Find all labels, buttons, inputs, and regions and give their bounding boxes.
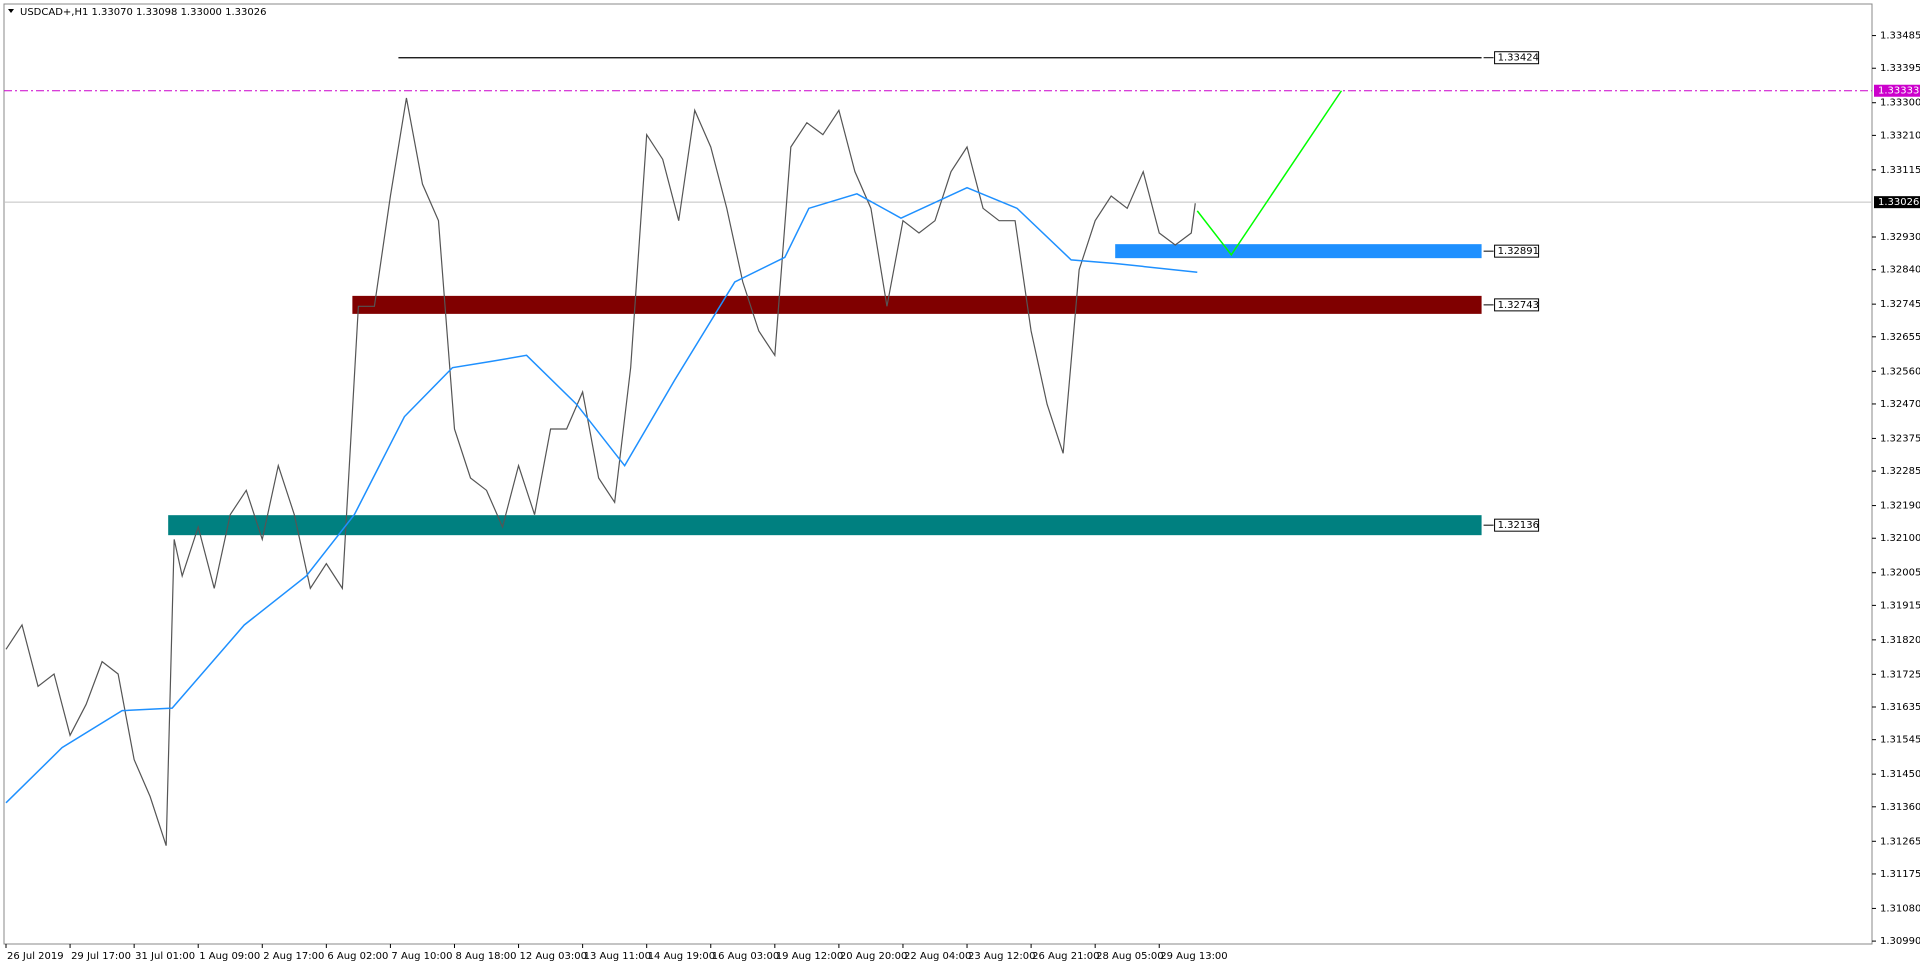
y-tick-label: 1.33395 [1880, 63, 1920, 74]
x-tick-label: 31 Jul 01:00 [135, 951, 195, 962]
plot-frame [3, 3, 1873, 945]
level-axis-label: 1.33026 [1878, 197, 1919, 208]
level-label: 1.32743 [1498, 300, 1539, 311]
y-tick-label: 1.32100 [1880, 533, 1920, 544]
level-label-box [1494, 51, 1540, 65]
y-tick-label: 1.32745 [1880, 299, 1920, 310]
y-tick-label: 1.32655 [1880, 332, 1920, 343]
level-label-box [1494, 244, 1540, 258]
y-tick-label: 1.33210 [1880, 130, 1920, 141]
x-tick-label: 2 Aug 17:00 [263, 951, 324, 962]
y-tick-label: 1.31725 [1880, 669, 1920, 680]
y-tick-label: 1.32005 [1880, 568, 1920, 579]
level-zone [352, 295, 1482, 314]
projection-line [1196, 90, 1343, 257]
moving-average [5, 186, 1198, 804]
chart-title: USDCAD+,H1 1.33070 1.33098 1.33000 1.330… [20, 7, 266, 18]
level-zone [1115, 244, 1482, 259]
level-label-box [1494, 298, 1540, 312]
level-zone [168, 515, 1482, 536]
x-tick-label: 13 Aug 11:00 [584, 951, 651, 962]
y-tick-label: 1.32840 [1880, 265, 1920, 276]
y-tick-label: 1.33485 [1880, 31, 1920, 42]
x-tick-label: 26 Aug 21:00 [1032, 951, 1099, 962]
y-tick-label: 1.31265 [1880, 836, 1920, 847]
x-tick-label: 28 Aug 05:00 [1096, 951, 1163, 962]
x-tick-label: 1 Aug 09:00 [199, 951, 260, 962]
menu-arrow[interactable] [8, 9, 14, 13]
x-tick-label: 7 Aug 10:00 [391, 951, 452, 962]
y-tick-label: 1.31360 [1880, 802, 1920, 813]
y-tick-label: 1.32470 [1880, 399, 1920, 410]
y-tick-label: 1.32375 [1880, 433, 1920, 444]
y-tick-label: 1.32190 [1880, 501, 1920, 512]
y-tick-label: 1.31450 [1880, 769, 1920, 780]
x-tick-label: 19 Aug 12:00 [776, 951, 843, 962]
x-tick-label: 16 Aug 03:00 [712, 951, 779, 962]
y-tick-label: 1.32560 [1880, 366, 1920, 377]
y-tick-label: 1.31915 [1880, 600, 1920, 611]
x-tick-label: 6 Aug 02:00 [327, 951, 388, 962]
level-axis-box [1874, 196, 1920, 209]
y-tick-label: 1.30990 [1880, 936, 1920, 947]
y-tick-label: 1.32930 [1880, 232, 1920, 243]
x-tick-label: 29 Aug 13:00 [1160, 951, 1227, 962]
x-tick-label: 26 Jul 2019 [7, 951, 64, 962]
y-tick-label: 1.33115 [1880, 165, 1920, 176]
level-axis-label: 1.33333 [1878, 86, 1919, 97]
x-tick-label: 20 Aug 20:00 [840, 951, 907, 962]
x-tick-label: 23 Aug 12:00 [968, 951, 1035, 962]
x-tick-label: 12 Aug 03:00 [520, 951, 587, 962]
level-label: 1.32136 [1498, 520, 1539, 531]
x-tick-label: 8 Aug 18:00 [455, 951, 516, 962]
y-tick-label: 1.31545 [1880, 735, 1920, 746]
y-tick-label: 1.32285 [1880, 466, 1920, 477]
level-label: 1.32891 [1498, 246, 1539, 257]
y-tick-label: 1.31820 [1880, 635, 1920, 646]
y-tick-label: 1.31080 [1880, 903, 1920, 914]
level-axis-box [1874, 84, 1920, 97]
x-tick-label: 29 Jul 17:00 [71, 951, 131, 962]
y-tick-label: 1.31635 [1880, 702, 1920, 713]
y-tick-label: 1.33300 [1880, 98, 1920, 109]
price-line [5, 97, 1196, 846]
level-label-box [1494, 518, 1540, 532]
level-label: 1.33424 [1498, 53, 1539, 64]
x-tick-label: 14 Aug 19:00 [648, 951, 715, 962]
x-tick-label: 22 Aug 04:00 [904, 951, 971, 962]
y-tick-label: 1.31175 [1880, 869, 1920, 880]
